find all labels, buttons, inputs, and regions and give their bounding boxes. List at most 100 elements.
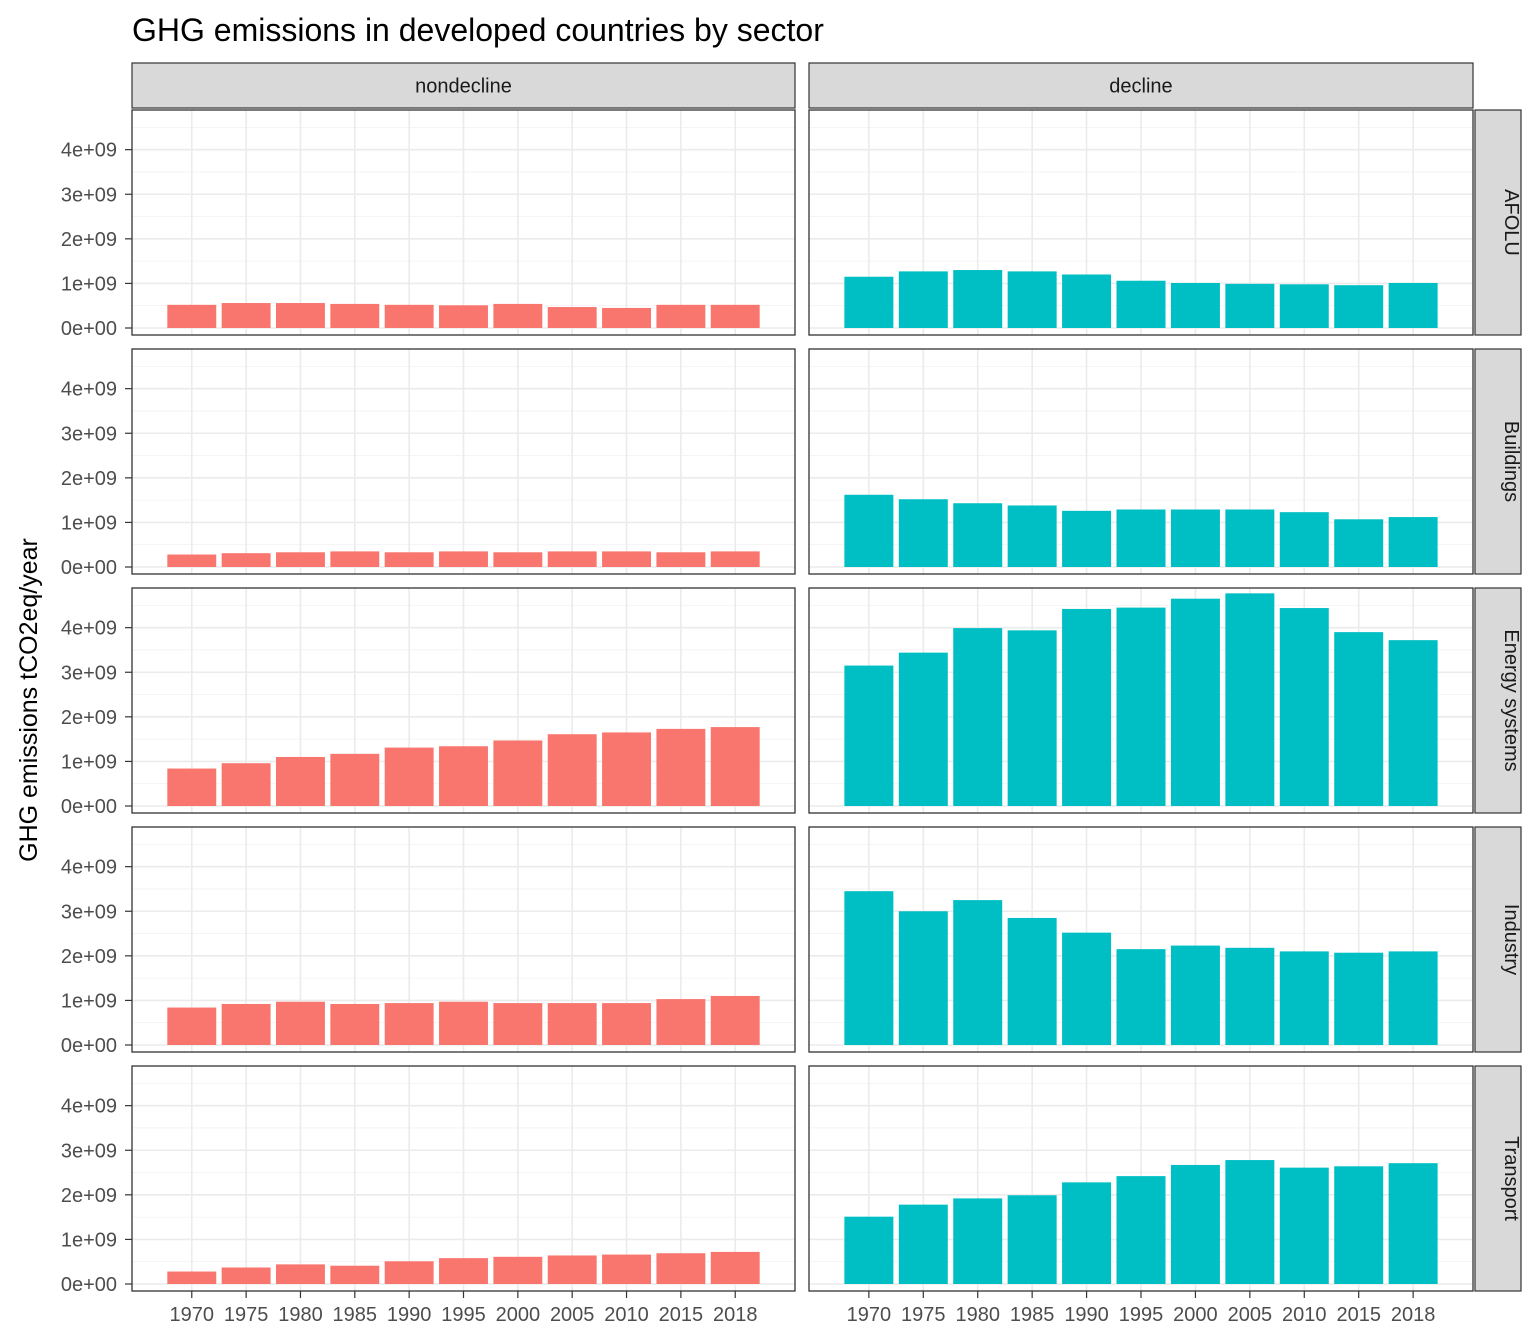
x-tick-label: 1975: [901, 1304, 946, 1326]
y-tick-label: 2e+09: [61, 468, 117, 490]
bar-buildings-decline-1985: [1007, 505, 1057, 567]
bar-transport-nondecline-1975: [221, 1267, 271, 1284]
strip-label-decline: decline: [1109, 76, 1172, 98]
x-tick-label: 1985: [333, 1304, 378, 1326]
x-tick-label: 2018: [713, 1304, 758, 1326]
x-tick-label: 1995: [1119, 1304, 1164, 1326]
bar-buildings-nondecline-1970: [167, 554, 217, 567]
bar-transport-decline-2015: [1334, 1166, 1384, 1284]
bar-energy-systems-decline-1980: [953, 628, 1003, 806]
bar-buildings-decline-2010: [1279, 512, 1329, 567]
y-tick-label: 1e+09: [61, 751, 117, 773]
bar-buildings-nondecline-1990: [384, 552, 434, 567]
bar-energy-systems-decline-2010: [1279, 608, 1329, 806]
strip-energy-systems: [1474, 587, 1522, 814]
bar-energy-systems-decline-2018: [1388, 640, 1438, 806]
bar-buildings-decline-1970: [844, 494, 894, 567]
strip-label-industry: Industry: [1500, 904, 1522, 975]
bar-industry-decline-2005: [1225, 947, 1275, 1045]
bar-buildings-nondecline-2005: [547, 551, 597, 567]
bar-industry-nondecline-2015: [656, 999, 706, 1045]
bar-transport-nondecline-2018: [710, 1251, 760, 1284]
x-tick-label: 2010: [604, 1304, 649, 1326]
bar-energy-systems-decline-2000: [1170, 598, 1220, 806]
bar-buildings-nondecline-1975: [221, 553, 271, 567]
bar-industry-nondecline-1985: [330, 1003, 380, 1045]
x-tick-label: 1975: [224, 1304, 269, 1326]
y-tick-label: 4e+09: [61, 618, 117, 640]
bar-buildings-nondecline-1980: [276, 552, 325, 567]
strip-label-transport: Transport: [1500, 1136, 1522, 1221]
y-tick-label: 0e+00: [61, 1035, 117, 1057]
bar-afolu-decline-1970: [844, 276, 894, 328]
y-tick-label: 3e+09: [61, 901, 117, 923]
bar-buildings-nondecline-2018: [710, 551, 760, 567]
y-tick-label: 1e+09: [61, 990, 117, 1012]
bar-industry-nondecline-1995: [439, 1001, 488, 1045]
bar-energy-systems-decline-2005: [1225, 593, 1275, 806]
y-tick-label: 2e+09: [61, 707, 117, 729]
bar-buildings-decline-2005: [1225, 509, 1275, 567]
bar-transport-nondecline-2010: [602, 1254, 651, 1284]
bar-afolu-nondecline-1980: [276, 303, 325, 328]
bar-transport-decline-1970: [844, 1216, 894, 1284]
bar-buildings-decline-1980: [953, 503, 1003, 567]
bar-energy-systems-nondecline-1970: [167, 768, 217, 806]
bar-industry-decline-1990: [1062, 932, 1112, 1045]
bar-transport-decline-1985: [1007, 1195, 1057, 1284]
panel-border: [131, 826, 796, 1053]
y-tick-label: 2e+09: [61, 1185, 117, 1207]
y-tick-label: 1e+09: [61, 273, 117, 295]
bar-buildings-nondecline-2010: [602, 551, 651, 567]
bar-buildings-decline-1975: [898, 499, 948, 567]
bar-afolu-nondecline-1970: [167, 304, 217, 328]
bar-transport-nondecline-1985: [330, 1265, 380, 1284]
y-tick-label: 4e+09: [61, 1096, 117, 1118]
facet-panels: nondecline decline AFOLU 0e+00 1e+09 2e+09 3e+…: [61, 62, 1522, 1326]
chart-title: GHG emissions in developed countries by …: [132, 12, 824, 48]
bar-industry-decline-1995: [1116, 949, 1166, 1045]
bar-buildings-nondecline-1985: [330, 551, 380, 567]
panel-border: [131, 109, 796, 336]
bar-transport-nondecline-1970: [167, 1271, 217, 1284]
strip-nondecline: [131, 62, 796, 109]
x-tick-label: 1980: [955, 1304, 1000, 1326]
bar-afolu-decline-2015: [1334, 285, 1384, 328]
panel-border: [808, 826, 1474, 1053]
y-tick-label: 0e+00: [61, 1274, 117, 1296]
bar-afolu-decline-2005: [1225, 283, 1275, 328]
bar-industry-nondecline-1970: [167, 1007, 217, 1045]
bar-industry-nondecline-2005: [547, 1003, 597, 1045]
bar-industry-nondecline-1975: [221, 1003, 271, 1045]
bar-energy-systems-decline-1995: [1116, 607, 1166, 806]
panel-border: [131, 348, 796, 575]
bar-afolu-decline-1985: [1007, 271, 1057, 328]
bar-afolu-decline-2018: [1388, 282, 1438, 328]
y-tick-label: 4e+09: [61, 857, 117, 879]
y-tick-label: 3e+09: [61, 184, 117, 206]
bar-afolu-nondecline-2005: [547, 307, 597, 328]
x-tick-label: 2010: [1282, 1304, 1327, 1326]
bar-energy-systems-decline-1970: [844, 665, 894, 806]
bar-industry-nondecline-2018: [710, 995, 760, 1045]
panel-border: [808, 348, 1474, 575]
x-tick-label: 1995: [441, 1304, 486, 1326]
bar-buildings-decline-2018: [1388, 517, 1438, 567]
bar-afolu-decline-1990: [1062, 274, 1112, 328]
bar-industry-nondecline-1980: [276, 1001, 325, 1045]
bar-transport-nondecline-2015: [656, 1253, 706, 1284]
bar-industry-decline-2000: [1170, 945, 1220, 1045]
bar-afolu-nondecline-2000: [493, 303, 543, 328]
y-tick-label: 1e+09: [61, 1229, 117, 1251]
bar-afolu-nondecline-1995: [439, 305, 488, 328]
y-tick-label: 3e+09: [61, 1140, 117, 1162]
strip-label-nondecline: nondecline: [415, 76, 512, 98]
x-tick-label: 1980: [278, 1304, 323, 1326]
bar-energy-systems-nondecline-1995: [439, 746, 488, 806]
bar-transport-decline-2000: [1170, 1164, 1220, 1284]
bar-transport-decline-1995: [1116, 1176, 1166, 1284]
y-tick-label: 4e+09: [61, 140, 117, 162]
bar-transport-decline-1990: [1062, 1182, 1112, 1284]
y-tick-label: 0e+00: [61, 557, 117, 579]
